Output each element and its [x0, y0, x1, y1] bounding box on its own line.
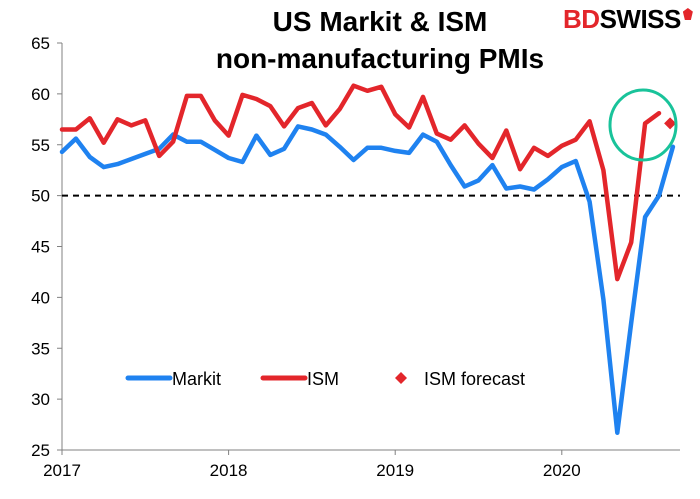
series-markit-line — [59, 124, 676, 435]
y-tick-label: 30 — [31, 390, 50, 409]
y-tick-label: 40 — [31, 288, 50, 307]
y-tick-label: 60 — [31, 85, 50, 104]
series-ism-line — [59, 83, 662, 282]
y-tick-label: 35 — [31, 339, 50, 358]
brand-logo-flag-icon — [682, 8, 693, 20]
chart-title-line-2: non-manufacturing PMIs — [215, 43, 545, 74]
y-tick-label: 55 — [31, 136, 50, 155]
y-tick-label: 65 — [31, 34, 50, 53]
highlight-circle — [608, 88, 678, 162]
y-tick-label: 45 — [31, 238, 50, 257]
legend-forecast-label: ISM forecast — [424, 369, 525, 389]
legend-forecast-marker — [395, 372, 407, 384]
legend-markit-label: Markit — [172, 369, 221, 389]
chart-title-line-1: US Markit & ISM — [272, 6, 488, 37]
series-forecast-point — [664, 117, 677, 130]
y-tick-label: 25 — [31, 441, 50, 460]
legend-ism-label: ISM — [307, 369, 339, 389]
x-tick-label: 2018 — [210, 461, 248, 480]
brand-logo-part-2: SWISS — [599, 4, 682, 34]
brand-logo-part-1: BD — [563, 4, 600, 34]
x-tick-label: 2020 — [543, 461, 581, 480]
brand-logo: BDSWISS — [563, 4, 693, 35]
x-tick-label: 2019 — [376, 461, 414, 480]
x-tick-label: 2017 — [43, 461, 81, 480]
y-tick-label: 50 — [31, 187, 50, 206]
